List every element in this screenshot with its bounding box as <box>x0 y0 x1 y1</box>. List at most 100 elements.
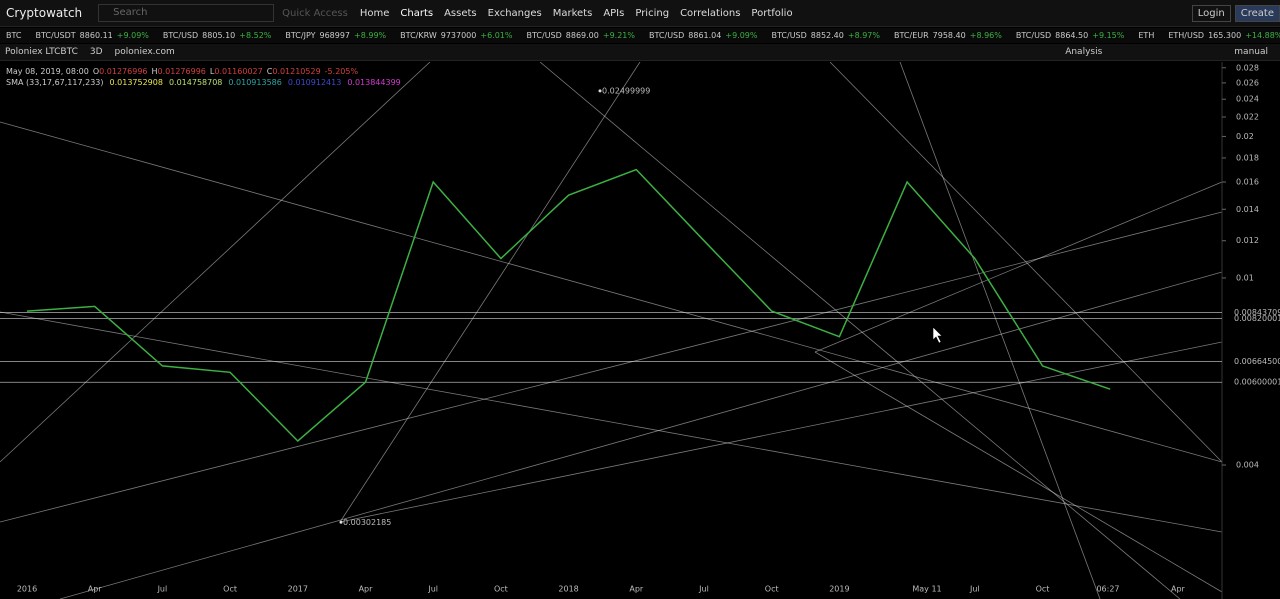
change: +9.15% <box>1092 31 1125 40</box>
change: -5.205% <box>324 67 359 76</box>
pair: BTC <box>6 31 22 40</box>
brand[interactable]: Cryptowatch <box>6 6 83 20</box>
ticker-item[interactable]: BTC/USD 8805.10 +8.52% <box>163 31 272 40</box>
ticker-item[interactable]: BTC/USD 8864.50 +9.15% <box>1016 31 1125 40</box>
sma-value: 0.010912413 <box>287 78 342 87</box>
nav-link[interactable]: Charts <box>400 7 434 19</box>
change: +8.99% <box>354 31 387 40</box>
price: 968997 <box>319 31 351 40</box>
nav-link[interactable]: Pricing <box>635 7 670 19</box>
extreme-label: 0.02499999 <box>602 86 650 95</box>
change: +8.96% <box>969 31 1002 40</box>
hline-label: 0.00820001 <box>1234 314 1280 323</box>
login[interactable]: Login <box>1191 4 1231 22</box>
price: 7958.40 <box>932 31 966 40</box>
sma-value: 0.014758708 <box>168 78 223 87</box>
ohlc-label: O <box>92 67 100 76</box>
mouse-cursor <box>932 326 943 344</box>
change: +14.88% <box>1245 31 1280 40</box>
pair: BTC/JPY <box>285 31 316 40</box>
sma-row: SMA (33,17,67,117,233) 0.013752908 0.01475… <box>6 77 401 88</box>
price: 8805.10 <box>202 31 236 40</box>
x-tick-label: Oct <box>223 585 237 594</box>
y-tick-label: 0.012 <box>1236 236 1259 245</box>
change: +6.01% <box>480 31 513 40</box>
y-tick-label: 0.026 <box>1236 78 1259 87</box>
x-tick-label: 2019 <box>829 585 849 594</box>
ohlc-label: H <box>151 67 158 76</box>
ohlc-value: 0.01276996 <box>157 67 206 76</box>
extreme-marker <box>598 89 602 93</box>
y-tick-label: 0.01 <box>1236 273 1254 282</box>
ohlc-row: May 08, 2019, 08:00 O0.01276996 H0.0127699… <box>6 66 401 77</box>
x-tick-label: Oct <box>494 585 508 594</box>
x-tick-label: 2017 <box>288 585 308 594</box>
nav-link[interactable]: Markets <box>552 7 593 19</box>
nav-link[interactable]: Correlations <box>680 7 741 19</box>
market[interactable]: Poloniex LTCBTC <box>5 47 78 57</box>
x-tick-label: Jul <box>969 585 980 594</box>
x-tick-label: Apr <box>629 585 644 594</box>
indicator: SMA (33,17,67,117,233) <box>6 78 104 87</box>
chart-info: May 08, 2019, 08:00 O0.01276996 H0.0127699… <box>6 66 401 88</box>
ticker-item[interactable]: BTC/USD 8869.00 +9.21% <box>527 31 636 40</box>
nav-link[interactable]: APIs <box>603 7 625 19</box>
pair: BTC/USDT <box>35 31 76 40</box>
ohlc-label: C <box>266 67 273 76</box>
search[interactable]: Search <box>98 4 275 22</box>
sma-value: 0.013844399 <box>347 78 401 87</box>
pair: ETH <box>1138 31 1155 40</box>
pair: BTC/USD <box>1015 31 1052 40</box>
nav-link[interactable]: Exchanges <box>487 7 542 19</box>
ticker-item[interactable]: BTC/KRW 9737000 +6.01% <box>400 31 512 40</box>
pair: BTC/EUR <box>894 31 929 40</box>
y-tick-label: 0.024 <box>1236 95 1259 104</box>
x-tick-label: Apr <box>359 585 374 594</box>
exchange[interactable]: poloniex.com <box>114 47 175 57</box>
trend-lines <box>0 62 1223 599</box>
analysis[interactable]: Analysis <box>1065 47 1103 57</box>
period[interactable]: 3D <box>89 47 103 57</box>
ticker-item[interactable]: ETH <box>1138 31 1154 40</box>
x-tick-label: Jul <box>698 585 709 594</box>
price: 8864.50 <box>1055 31 1089 40</box>
hline-label: 0.00664500 <box>1234 357 1280 366</box>
extreme-marker <box>339 520 343 524</box>
pair: BTC/USD <box>162 31 199 40</box>
price: 165.300 <box>1208 31 1242 40</box>
pair: BTC/USD <box>526 31 562 40</box>
hline-label: 0.00843709 <box>1234 308 1280 317</box>
price: 8861.04 <box>688 31 722 40</box>
y-tick-label: 0.028 <box>1236 63 1259 72</box>
nav-link[interactable]: Portfolio <box>751 7 793 19</box>
top-nav: Cryptowatch Search Quick Access Home Char… <box>0 0 1280 27</box>
nav-link[interactable]: Assets <box>444 7 477 19</box>
ticker-item[interactable]: BTC <box>6 31 22 40</box>
scale[interactable]: manual <box>1234 47 1268 57</box>
ticker-item[interactable]: BTC/USD 8852.40 +8.97% <box>772 31 881 40</box>
ticker-item[interactable]: BTC/USDT 8860.11 +9.09% <box>36 31 149 40</box>
x-tick-label: Apr <box>1171 585 1186 594</box>
pair: BTC/KRW <box>400 31 437 40</box>
ticker-item[interactable]: ETH/USD 165.300 +14.88% <box>1168 31 1280 40</box>
nav-link[interactable]: Home <box>359 7 390 19</box>
change: +9.09% <box>116 31 149 40</box>
extreme-label: 0.00302185 <box>343 518 391 527</box>
sma-value: 0.010913586 <box>228 78 282 87</box>
y-tick-label: 0.02 <box>1236 132 1254 141</box>
x-tick-label: Oct <box>765 585 779 594</box>
quick-access[interactable]: Quick Access <box>282 7 348 19</box>
pair: ETH/USD <box>1168 31 1205 40</box>
create[interactable]: Create <box>1234 4 1280 22</box>
ticker-item[interactable]: BTC/USD 8861.04 +9.09% <box>649 31 758 40</box>
change: +9.09% <box>725 31 758 40</box>
crosshair-time: 06:27 <box>1096 585 1119 594</box>
date: May 08, 2019, 08:00 <box>6 67 89 76</box>
ohlc-value: 0.01276996 <box>99 67 148 76</box>
y-tick-label: 0.016 <box>1236 178 1259 187</box>
ticker-item[interactable]: BTC/EUR 7958.40 +8.96% <box>894 31 1002 40</box>
pair: BTC/USD <box>771 31 807 40</box>
ticker-item[interactable]: BTC/JPY 968997 +8.99% <box>285 31 386 40</box>
crosshair-date: May 11 <box>912 585 941 594</box>
change: +9.21% <box>602 31 635 40</box>
